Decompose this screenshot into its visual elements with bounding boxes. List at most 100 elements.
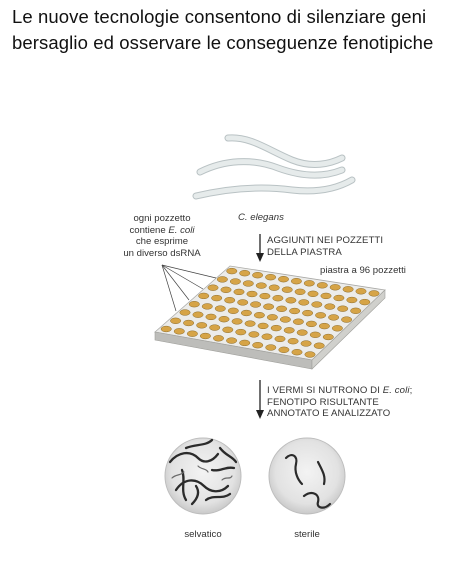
sterile-label: sterile (294, 529, 320, 540)
well (213, 335, 224, 342)
slide-title: Le nuove tecnologie consentono di silenz… (12, 4, 462, 56)
well (263, 303, 275, 310)
c-elegans-worms (192, 134, 356, 200)
well (279, 316, 291, 323)
step-1-line-1: AGGIUNTI NEI POZZETTI (267, 235, 384, 246)
well (355, 288, 367, 295)
well (329, 284, 341, 291)
well (240, 309, 252, 317)
well (268, 284, 280, 291)
well (214, 305, 226, 312)
well (222, 326, 234, 333)
well (350, 307, 362, 314)
well (239, 270, 251, 277)
well-note: ogni pozzetto contiene E. coli che espri… (108, 213, 216, 259)
well (307, 290, 319, 297)
well (261, 333, 273, 340)
well (199, 332, 211, 340)
well (173, 328, 185, 335)
well (207, 284, 219, 291)
well (276, 305, 288, 312)
well (337, 305, 349, 312)
well (278, 346, 290, 353)
well (252, 342, 264, 349)
step-2-line-2: FENOTIPO RISULTANTE (267, 396, 379, 408)
well (160, 325, 172, 333)
well (265, 344, 277, 351)
well (265, 274, 277, 281)
well (259, 292, 271, 300)
well (196, 322, 208, 329)
well (211, 294, 223, 302)
well (320, 292, 332, 300)
well (302, 309, 314, 317)
title-line-2: bersaglio ed osservare le conseguenze fe… (12, 32, 434, 53)
well (331, 325, 343, 332)
well (309, 331, 321, 338)
well (237, 299, 249, 306)
well (303, 280, 315, 287)
well (290, 278, 302, 285)
well (226, 267, 238, 275)
well (226, 337, 238, 344)
well (209, 324, 221, 331)
title-line-1: Le nuove tecnologie consentono di silenz… (12, 6, 427, 27)
well (170, 317, 182, 324)
well (318, 322, 330, 330)
well (304, 351, 316, 358)
step-2-line-1-prefix: I VERMI SI NUTRONO DI (267, 385, 383, 396)
well (253, 312, 265, 319)
well (252, 272, 264, 279)
well (300, 340, 312, 347)
well-note-line-1: ogni pozzetto (133, 213, 191, 224)
well (322, 333, 334, 341)
well (281, 286, 293, 293)
well (224, 297, 236, 304)
step-1-line-2: DELLA PIASTRA (267, 246, 342, 258)
well (289, 307, 301, 315)
well (278, 276, 289, 283)
well (188, 301, 200, 308)
well (231, 318, 243, 325)
well (183, 319, 195, 327)
well (242, 280, 254, 287)
well (218, 316, 230, 323)
worm-label: C. elegans (238, 212, 284, 223)
step-1-label: AGGIUNTI NEI POZZETTI DELLA PIASTRA (267, 235, 383, 258)
well (233, 288, 245, 296)
well-note-line-2-italic: E. coli (168, 224, 195, 236)
well (342, 286, 354, 293)
well (179, 309, 191, 316)
well (255, 282, 267, 289)
well (368, 290, 380, 297)
well (283, 327, 295, 334)
well (250, 301, 262, 308)
step-2-line-1: I VERMI SI NUTRONO DI E. coli; (267, 385, 412, 397)
well (287, 338, 299, 345)
well (186, 330, 198, 337)
well (244, 320, 256, 327)
well-pointer-lines (161, 264, 217, 312)
well (311, 301, 323, 308)
well-note-line-3: che esprime (135, 236, 189, 247)
down-arrow-2 (256, 380, 264, 419)
well (298, 299, 310, 306)
well (246, 290, 258, 298)
well (205, 313, 217, 321)
well (248, 331, 260, 338)
well (257, 322, 269, 330)
well (227, 307, 239, 314)
well (292, 318, 304, 325)
well (328, 314, 340, 321)
well (291, 349, 303, 356)
well (341, 316, 353, 323)
step-2-line-1-suffix: ; (409, 385, 413, 396)
well (324, 303, 336, 310)
step-2-line-1-italic: E. coli (382, 385, 410, 396)
plate-label: piastra a 96 pozzetti (320, 265, 406, 276)
well (294, 288, 306, 295)
well (239, 339, 251, 347)
well (313, 342, 325, 349)
down-arrow-1 (256, 234, 264, 262)
